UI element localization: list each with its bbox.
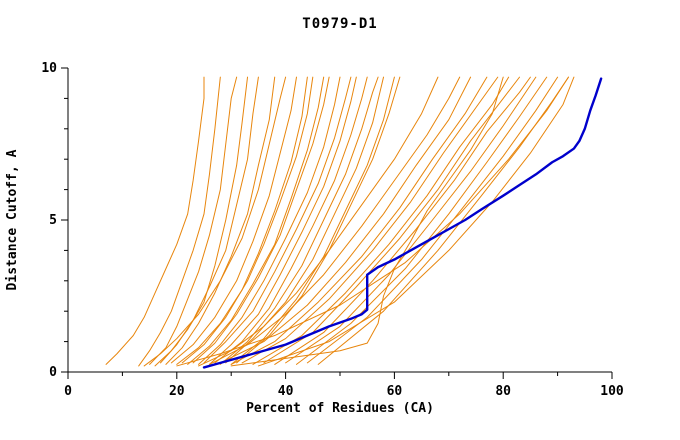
model-curve [170, 76, 297, 364]
model-curve [208, 76, 461, 365]
model-curve [295, 76, 548, 365]
model-curve [159, 76, 259, 364]
model-curve [198, 76, 341, 365]
y-tick-label: 5 [49, 213, 57, 228]
chart-title: T0979-D1 [302, 16, 377, 32]
model-curve [285, 76, 537, 364]
model-curve [230, 76, 504, 367]
model-curve [176, 76, 569, 367]
model-curve [252, 76, 510, 365]
x-axis-label: Percent of Residues (CA) [246, 401, 434, 416]
model-curve [176, 76, 308, 365]
model-curve [219, 76, 379, 365]
highlighted-model-curve [202, 77, 603, 369]
x-tick-label: 0 [64, 384, 72, 399]
model-curve [214, 76, 368, 364]
x-tick-label: 100 [600, 384, 624, 399]
model-curve [198, 76, 439, 367]
y-tick-label: 10 [41, 61, 57, 76]
model-curve [274, 76, 531, 365]
model-curve [105, 76, 205, 365]
model-curve [154, 76, 249, 367]
model-curve [192, 76, 330, 364]
x-tick-label: 40 [278, 384, 294, 399]
y-axis-label: Distance Cutoff, A [5, 149, 20, 290]
model-curve [236, 76, 401, 364]
model-curve [230, 76, 488, 365]
model-curve [181, 76, 314, 364]
x-tick-label: 20 [169, 384, 185, 399]
model-curve [143, 76, 287, 367]
model-curve [263, 76, 521, 364]
model-curve [203, 76, 352, 364]
model-curve [225, 76, 385, 364]
model-curve [241, 76, 499, 364]
x-tick-label: 60 [387, 384, 403, 399]
y-tick-label: 0 [49, 365, 57, 380]
model-curve [165, 76, 276, 365]
model-curve [187, 76, 325, 365]
x-tick-label: 80 [495, 384, 511, 399]
model-curve [306, 76, 559, 364]
model-curve [219, 76, 472, 364]
model-curve [230, 76, 395, 365]
model-curve [257, 76, 575, 367]
model-curve [208, 76, 357, 365]
model-curve [138, 76, 221, 367]
model-curve [149, 76, 238, 365]
